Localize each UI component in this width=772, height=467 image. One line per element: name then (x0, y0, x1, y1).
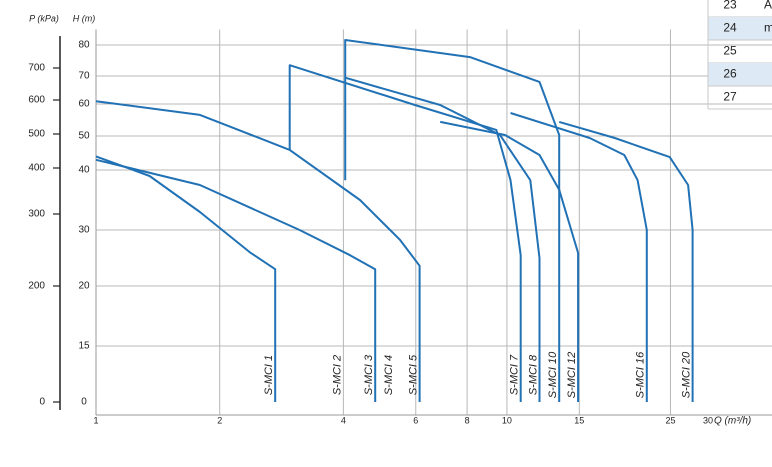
series-label: S-MCI 3 (363, 354, 375, 395)
side-table: 23 A 24 m 25 26 27 (707, 0, 772, 110)
y2-tick-label: 200 (28, 281, 45, 292)
pump-curve (510, 112, 648, 402)
pump-curve (558, 120, 694, 402)
series-label: S-MCI 10 (547, 351, 559, 398)
pump-curve (95, 158, 377, 402)
y-tick-label: 80 (78, 40, 90, 51)
y-tick-label: 30 (78, 225, 90, 236)
y2-axis-title: P (kPa) (29, 13, 59, 23)
x-tick-label: 10 (502, 415, 512, 425)
y2-tick-label: 500 (28, 129, 45, 140)
pump-curve (440, 120, 580, 402)
y2-tick-label: 0 (39, 397, 45, 408)
series-label: S-MCI 16 (635, 351, 647, 398)
y2-tick-label: 400 (28, 163, 45, 174)
series-label: S-MCI 8 (527, 354, 539, 395)
table-cell: 24 (723, 21, 737, 35)
series-label: S-MCI 7 (509, 354, 521, 395)
y2-tick-label: 300 (28, 209, 45, 220)
pump-curve (344, 39, 561, 402)
series-label: S-MCI 1 (263, 355, 275, 395)
x-axis-title: Q (m³/h) (714, 416, 751, 427)
pump-curve (95, 100, 421, 402)
annotation: S-MCI 2 (331, 355, 343, 395)
table-row-bg (708, 17, 772, 40)
table-cell: 23 (723, 0, 737, 12)
table-row-bg (708, 63, 772, 86)
y-tick-label: 40 (78, 165, 90, 176)
annotation: S-MCI 4 (383, 355, 395, 395)
x-tick-label: 1 (93, 415, 98, 425)
series-label: S-MCI 12 (566, 352, 578, 398)
x-tick-label: 4 (341, 415, 346, 425)
x-tick-label: 6 (413, 415, 418, 425)
series-label: S-MCI 20 (680, 351, 692, 398)
table-cell: A (764, 0, 772, 12)
x-tick-label: 2 (217, 415, 222, 425)
y2-tick-label: 700 (28, 63, 45, 74)
y2-tick-label: 600 (28, 95, 45, 106)
x-tick-label: 15 (574, 415, 584, 425)
pump-curve (95, 155, 277, 402)
y-tick-label: 50 (78, 131, 90, 142)
y-tick-label: 20 (78, 281, 90, 292)
table-cell: 25 (723, 44, 737, 58)
table-cell: 27 (723, 90, 737, 104)
y-tick-label: 0 (81, 397, 87, 408)
table-cell: m (764, 21, 772, 35)
pump-curve (288, 64, 522, 402)
y-tick-label: 60 (78, 99, 90, 110)
x-tick-label: 25 (665, 415, 675, 425)
pump-curve (344, 76, 541, 402)
table-cell: 26 (723, 67, 737, 81)
y-axis-title: H (m) (73, 13, 96, 23)
x-tick-label: 30 (703, 415, 713, 425)
x-tick-label: 8 (465, 415, 470, 425)
y-tick-label: 15 (78, 341, 90, 352)
y-tick-label: 70 (78, 71, 90, 82)
series-label: S-MCI 5 (408, 354, 420, 395)
